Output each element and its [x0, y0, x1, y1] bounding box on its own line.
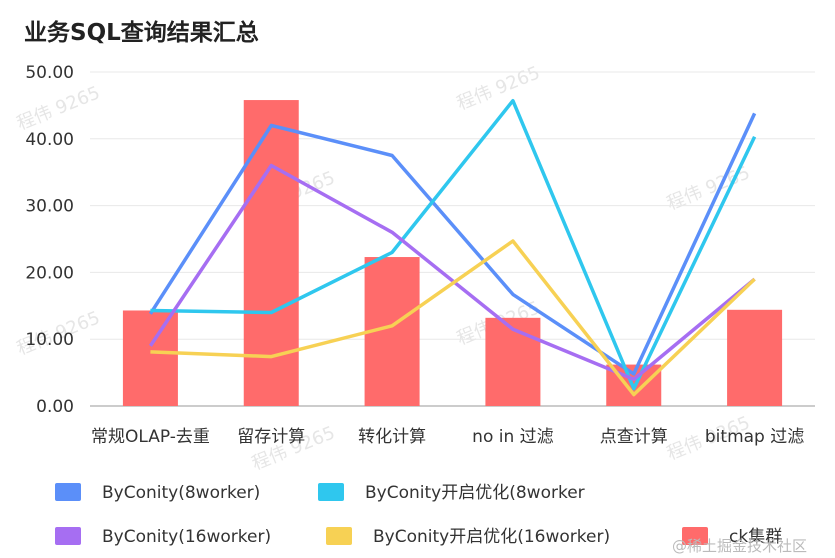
- series-line: [150, 241, 754, 395]
- legend-label: ByConity(8worker): [102, 483, 260, 503]
- legend-swatch: [55, 527, 81, 545]
- x-tick-label: 点查计算: [600, 427, 668, 447]
- y-tick-label: 0.00: [36, 397, 74, 417]
- bar: [727, 310, 782, 406]
- bar: [244, 100, 299, 406]
- x-tick-label: 转化计算: [358, 427, 426, 447]
- bars: [123, 100, 782, 406]
- x-tick-label: bitmap 过滤: [705, 427, 804, 447]
- x-tick-label: 留存计算: [237, 427, 305, 447]
- y-tick-label: 20.00: [25, 263, 74, 283]
- legend-label: ByConity开启优化(8worker: [365, 483, 585, 503]
- legend-label: ByConity开启优化(16worker): [373, 527, 610, 547]
- y-tick-label: 50.00: [25, 63, 74, 83]
- series-line: [150, 101, 754, 389]
- footer-watermark: @稀土掘金技术社区: [672, 537, 807, 555]
- legend-swatch: [318, 483, 344, 501]
- legend-label: ByConity(16worker): [102, 527, 271, 547]
- watermark-text: 程伟 9265: [454, 62, 543, 114]
- chart-title: 业务SQL查询结果汇总: [24, 19, 259, 46]
- bar: [123, 310, 178, 406]
- legend-swatch: [55, 483, 81, 501]
- y-tick-label: 30.00: [25, 197, 74, 217]
- x-tick-label: no in 过滤: [472, 427, 553, 447]
- lines: [150, 101, 754, 395]
- x-tick-label: 常规OLAP-去重: [91, 427, 210, 447]
- legend-swatch: [326, 527, 352, 545]
- y-tick-label: 10.00: [25, 330, 74, 350]
- y-tick-label: 40.00: [25, 130, 74, 150]
- series-line: [150, 113, 754, 374]
- watermark-text: 程伟 9265: [14, 82, 103, 134]
